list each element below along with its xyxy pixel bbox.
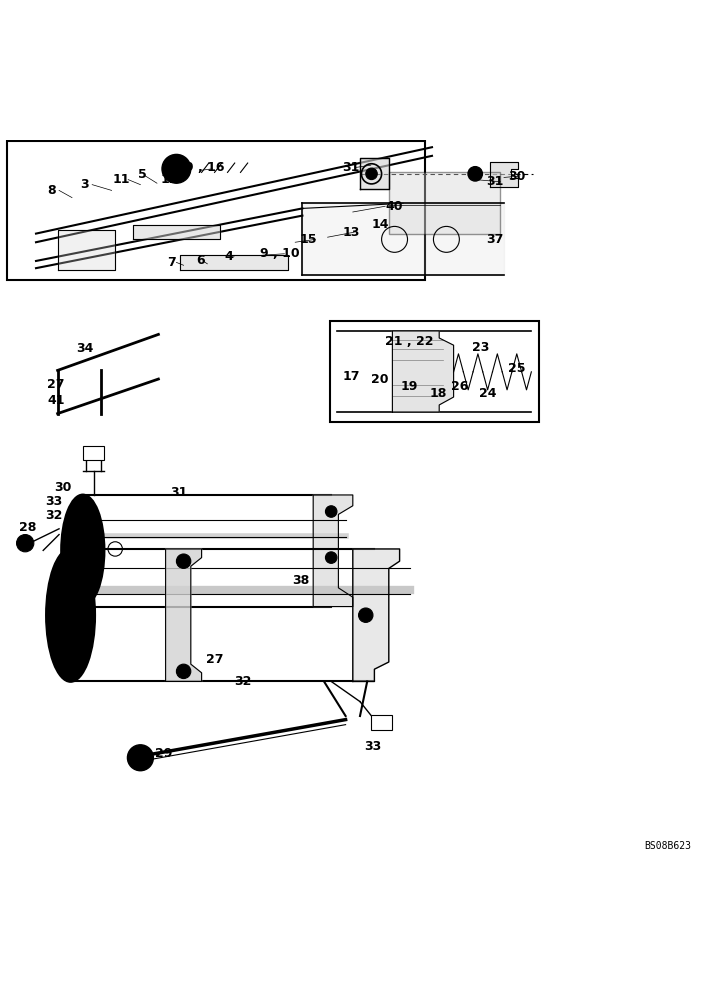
Text: 38: 38	[292, 574, 310, 587]
Text: 9 , 10: 9 , 10	[259, 247, 300, 260]
Bar	[83, 446, 104, 460]
Text: 3: 3	[81, 178, 89, 191]
Text: 32: 32	[45, 509, 63, 522]
Circle shape	[176, 554, 191, 568]
Text: 15: 15	[300, 233, 317, 246]
Bar	[389, 172, 500, 234]
Circle shape	[325, 506, 337, 517]
Ellipse shape	[58, 579, 84, 637]
Text: 14: 14	[372, 218, 389, 231]
Text: 41: 41	[48, 394, 65, 407]
Text: 40: 40	[386, 200, 403, 213]
Text: 18: 18	[429, 387, 446, 400]
Text: 19: 19	[400, 380, 418, 393]
Circle shape	[133, 751, 148, 765]
Circle shape	[17, 535, 34, 552]
Text: 8: 8	[48, 184, 56, 197]
Text: 11: 11	[112, 173, 130, 186]
Text: 37: 37	[487, 233, 504, 246]
Text: 31: 31	[170, 486, 187, 499]
Circle shape	[127, 745, 153, 771]
Polygon shape	[353, 549, 400, 681]
Text: 26: 26	[451, 380, 468, 393]
Polygon shape	[302, 203, 504, 275]
Bar	[7, 141, 425, 280]
Ellipse shape	[46, 549, 95, 682]
Text: 7: 7	[167, 256, 176, 269]
Text: 17: 17	[343, 370, 360, 383]
Text: 25: 25	[508, 362, 526, 375]
Text: 31: 31	[487, 175, 504, 188]
Bar	[330, 321, 539, 422]
Ellipse shape	[49, 552, 92, 678]
Text: 33: 33	[45, 495, 63, 508]
Polygon shape	[490, 162, 518, 187]
Text: 24: 24	[480, 387, 497, 400]
Polygon shape	[392, 331, 454, 412]
Text: 9 , 16: 9 , 16	[186, 161, 225, 174]
Text: BS08B623: BS08B623	[644, 841, 691, 851]
Text: 34: 34	[76, 342, 94, 355]
Bar	[371, 715, 392, 730]
Polygon shape	[180, 255, 288, 270]
Circle shape	[359, 608, 373, 622]
Text: 31: 31	[343, 161, 360, 174]
Text: 20: 20	[372, 373, 389, 386]
Text: 32: 32	[235, 675, 252, 688]
Circle shape	[468, 167, 482, 181]
Text: 13: 13	[343, 226, 360, 239]
Text: 29: 29	[156, 747, 173, 760]
Ellipse shape	[61, 495, 104, 606]
Ellipse shape	[63, 497, 103, 604]
Text: 30: 30	[55, 481, 72, 494]
Text: 12: 12	[161, 173, 178, 186]
Text: 33: 33	[364, 740, 382, 753]
Circle shape	[162, 154, 191, 183]
Polygon shape	[360, 158, 389, 189]
Text: 6: 6	[196, 254, 204, 267]
Text: 27: 27	[48, 378, 65, 391]
Circle shape	[176, 664, 191, 679]
Text: 30: 30	[508, 169, 526, 182]
Circle shape	[366, 168, 377, 180]
Circle shape	[325, 552, 337, 563]
Text: 23: 23	[472, 341, 490, 354]
Polygon shape	[166, 549, 202, 681]
Text: 4: 4	[225, 250, 233, 263]
Text: 5: 5	[138, 168, 147, 181]
Text: 28: 28	[19, 521, 36, 534]
Text: 21 , 22: 21 , 22	[384, 335, 433, 348]
Polygon shape	[133, 225, 220, 239]
Text: 27: 27	[206, 653, 223, 666]
Polygon shape	[313, 495, 353, 607]
Polygon shape	[58, 230, 115, 270]
